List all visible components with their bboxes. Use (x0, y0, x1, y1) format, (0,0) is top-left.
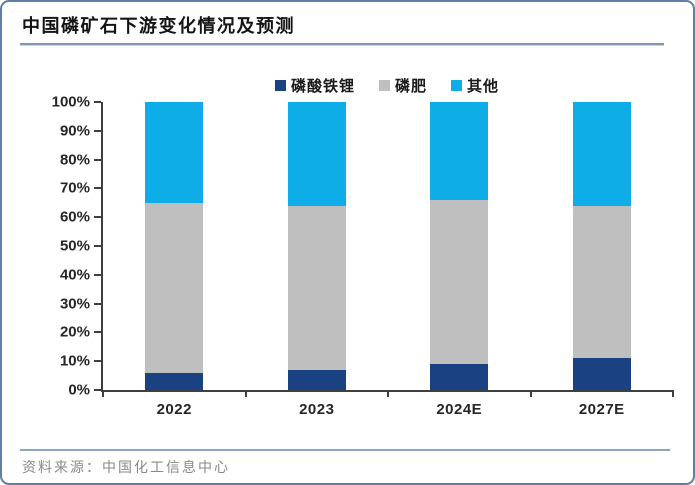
legend-label: 磷酸铁锂 (290, 79, 355, 95)
bar-slot (388, 102, 531, 390)
y-axis-tick-label: 60% (59, 208, 90, 226)
legend-label: 磷肥 (394, 79, 427, 95)
legend-item-fertilizer: 磷肥 (378, 75, 427, 96)
title-divider (20, 43, 664, 45)
bar-slot (246, 102, 389, 390)
footer-divider (20, 449, 670, 451)
y-axis-tick-label: 0% (68, 381, 90, 399)
stacked-bar (430, 102, 489, 390)
y-axis-tick-label: 40% (59, 266, 90, 284)
bar-segment-lfp (287, 369, 346, 390)
y-axis-tick-label: 80% (59, 151, 90, 169)
legend: 磷酸铁锂 磷肥 其他 (101, 75, 673, 96)
y-axis-tick (94, 302, 101, 305)
bar-segment-fertilizer (287, 205, 346, 370)
y-axis-tick (94, 101, 101, 103)
legend-swatch-other (451, 80, 462, 91)
legend-item-other: 其他 (451, 75, 499, 96)
bar-segment-lfp (572, 358, 631, 390)
legend-swatch-fertilizer (378, 80, 390, 91)
x-category-label: 2027E (578, 401, 625, 418)
y-axis-tick-label: 50% (59, 237, 90, 255)
y-axis-tick-label: 30% (59, 295, 90, 313)
source-note: 资料来源：中国化工信息中心 (22, 461, 230, 476)
y-axis-tick (94, 389, 101, 391)
x-axis-tick (102, 390, 104, 397)
x-category-label: 2023 (299, 401, 335, 418)
bar-slot (531, 102, 674, 390)
bar-segment-other (572, 102, 631, 206)
y-axis-tick (94, 129, 101, 132)
y-axis-tick (94, 273, 101, 276)
y-axis-tick-label: 70% (59, 179, 90, 197)
legend-item-lfp: 磷酸铁锂 (274, 75, 355, 96)
bar-segment-other (145, 102, 204, 203)
chart-title: 中国磷矿石下游变化情况及预测 (22, 16, 295, 36)
y-axis-tick (94, 245, 101, 247)
bar-segment-lfp (430, 364, 489, 390)
plot-area: 0% 10% 20% 30% 40% 50% 60% 70% 80% 90% 100% 2022 202… (52, 95, 674, 418)
y-axis-tick (94, 158, 101, 161)
stacked-bar (572, 102, 631, 390)
x-axis-tick (387, 390, 389, 397)
y-axis-tick (94, 331, 101, 334)
y-axis-tick-label: 20% (59, 323, 90, 341)
bar-segment-fertilizer (430, 199, 489, 365)
bar-slot (103, 102, 246, 390)
x-axis-tick (529, 390, 532, 397)
bar-segment-lfp (145, 372, 204, 390)
bar-segment-other (287, 102, 346, 206)
y-axis-tick (94, 360, 101, 363)
x-category-label: 2024E (436, 401, 483, 418)
y-axis-tick-label: 10% (59, 352, 90, 370)
legend-swatch-lfp (274, 80, 286, 91)
y-axis-tick-label: 90% (59, 122, 90, 140)
bar-segment-fertilizer (572, 205, 631, 359)
stacked-bar (287, 102, 346, 390)
x-axis-tick (672, 390, 674, 397)
bar-segment-fertilizer (145, 202, 204, 373)
y-axis-tick (94, 187, 101, 190)
x-category-label: 2022 (156, 401, 192, 418)
y-axis-tick (94, 216, 101, 219)
x-axis-tick (244, 390, 247, 397)
y-axis-tick-label: 100% (51, 93, 90, 111)
bar-segment-other (430, 102, 489, 200)
legend-label: 其他 (467, 79, 500, 95)
stacked-bar (145, 102, 204, 390)
